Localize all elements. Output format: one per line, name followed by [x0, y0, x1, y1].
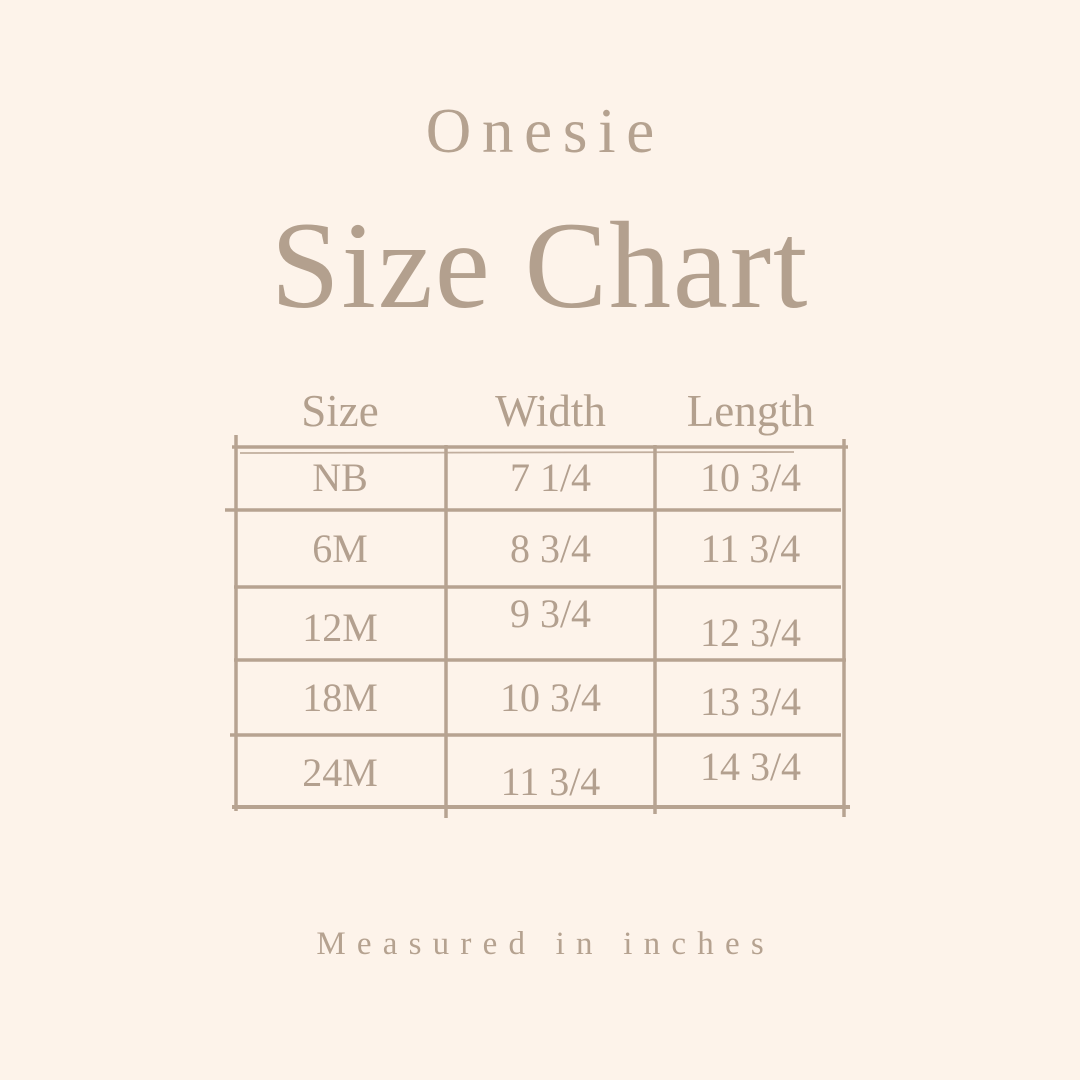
- table-cell: 10 3/4: [699, 455, 802, 500]
- table-column-headers: Size Width Length: [234, 389, 846, 434]
- table-cell: 11 3/4: [700, 526, 801, 571]
- product-title: Onesie: [425, 96, 665, 166]
- table-cell: 8 3/4: [509, 526, 592, 571]
- column-header-size: Size: [301, 386, 379, 436]
- table-cell: 24M: [302, 749, 378, 795]
- table-cell: 7 1/4: [509, 455, 592, 500]
- size-table: NB 7 1/4 10 3/4 6M 8 3/4 11 3/4 12M 9 3/…: [225, 435, 850, 818]
- table-cell: 13 3/4: [699, 679, 802, 724]
- page-title: Size Chart: [270, 197, 810, 334]
- table-cell: 12 3/4: [699, 610, 802, 655]
- column-header-length: Length: [686, 386, 815, 436]
- table-cell: 14 3/4: [699, 743, 802, 789]
- table-cells: NB 7 1/4 10 3/4 6M 8 3/4 11 3/4 12M 9 3/…: [234, 445, 846, 809]
- table-cell: 11 3/4: [500, 758, 601, 804]
- table-cell: NB: [312, 455, 368, 500]
- table-cell: 18M: [302, 675, 378, 720]
- table-cell: 6M: [312, 526, 368, 571]
- table-cell: 10 3/4: [499, 675, 602, 720]
- table-cell: 9 3/4: [509, 591, 592, 636]
- table-grid-lines: [225, 435, 850, 818]
- table-cell: 12M: [302, 605, 378, 650]
- column-header-width: Width: [495, 386, 606, 436]
- unit-note: Measured in inches: [316, 926, 775, 962]
